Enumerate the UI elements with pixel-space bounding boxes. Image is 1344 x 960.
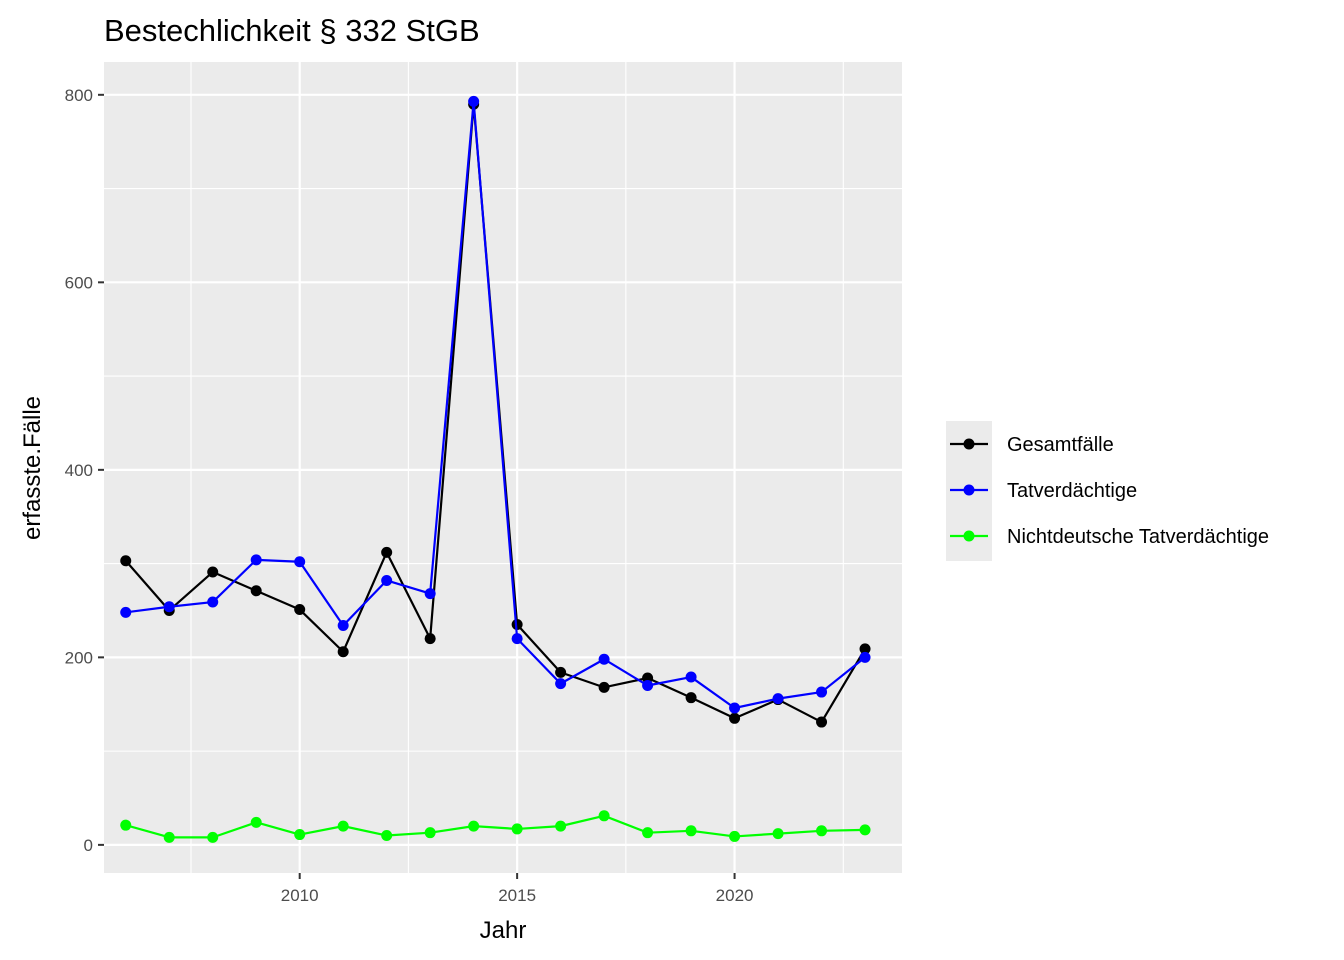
chart-title: Bestechlichkeit § 332 StGB [104, 13, 480, 48]
data-point [294, 604, 306, 616]
data-point [729, 702, 741, 714]
data-point [729, 830, 741, 842]
grid-minor [104, 62, 902, 873]
data-point [424, 633, 436, 645]
x-axis-title: Jahr [480, 917, 527, 944]
data-point [337, 646, 349, 658]
data-point [511, 633, 523, 645]
data-point [772, 693, 784, 705]
legend-key-point [963, 484, 975, 496]
data-point [598, 810, 610, 822]
data-point [120, 555, 132, 567]
data-point [816, 686, 828, 698]
legend-label: Gesamtfälle [1007, 434, 1114, 456]
data-point [859, 824, 871, 836]
data-point [685, 825, 697, 837]
series-layer [120, 95, 871, 843]
data-point [642, 827, 654, 839]
data-point [120, 819, 132, 831]
legend: Gesamtfälle Tatverdächtige Nichtdeutsche T… [946, 421, 1269, 561]
y-tick-label: 0 [84, 836, 93, 855]
series-line [125, 100, 866, 710]
x-tick-label: 2020 [716, 886, 754, 905]
data-point [381, 829, 393, 841]
data-point [555, 678, 567, 690]
data-point [772, 828, 784, 840]
data-point [859, 651, 871, 663]
data-point [250, 585, 262, 597]
legend-label: Tatverdächtige [1007, 480, 1137, 502]
data-point [163, 831, 175, 843]
data-point [424, 827, 436, 839]
data-point [555, 666, 567, 678]
data-point [120, 606, 132, 618]
data-point [468, 820, 480, 832]
series-3 [120, 810, 871, 843]
data-point [163, 601, 175, 613]
data-point [685, 692, 697, 704]
data-point [729, 712, 741, 724]
legend-key-point [963, 438, 975, 450]
series-2 [120, 95, 871, 714]
data-point [816, 716, 828, 728]
data-point [381, 546, 393, 558]
legend-item: Tatverdächtige [950, 480, 1137, 502]
data-point [250, 554, 262, 566]
data-point [859, 643, 871, 655]
legend-item: Gesamtfälle [950, 434, 1114, 456]
x-tick-label: 2010 [281, 886, 319, 905]
x-tick-label: 2015 [498, 886, 536, 905]
data-point [511, 619, 523, 631]
data-point [250, 816, 262, 828]
series-line [125, 814, 866, 839]
legend-label: Nichtdeutsche Tatverdächtige [1007, 526, 1269, 548]
data-point [337, 619, 349, 631]
data-point [555, 820, 567, 832]
data-point [207, 566, 219, 578]
data-point [511, 823, 523, 835]
y-tick-label: 200 [65, 648, 93, 667]
legend-key-point [963, 530, 975, 542]
y-tick-label: 400 [65, 461, 93, 480]
data-point [816, 825, 828, 837]
legend-item: Nichtdeutsche Tatverdächtige [950, 526, 1269, 548]
data-point [294, 829, 306, 841]
data-point [642, 679, 654, 691]
y-tick-label: 600 [65, 273, 93, 292]
data-point [381, 574, 393, 586]
data-point [598, 681, 610, 693]
data-point [294, 556, 306, 568]
x-axis: 2010 2015 2020 [281, 873, 754, 905]
y-tick-label: 800 [65, 86, 93, 105]
data-point [207, 831, 219, 843]
data-point [207, 596, 219, 608]
y-axis: 0 200 400 600 800 [65, 86, 104, 855]
y-axis-title: erfasste.Fälle [19, 396, 46, 540]
data-point [598, 653, 610, 665]
data-point [468, 95, 480, 107]
data-point [337, 820, 349, 832]
data-point [424, 588, 436, 600]
data-point [685, 671, 697, 683]
